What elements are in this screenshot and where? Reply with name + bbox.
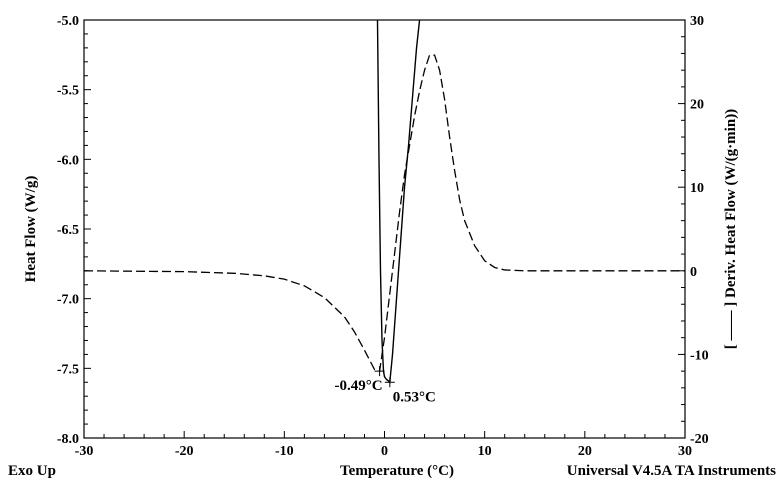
annotation-label: 0.53°C — [393, 389, 436, 405]
x-axis-label: Temperature (°C) — [340, 463, 454, 479]
y-tick-label: -5.5 — [57, 84, 79, 99]
y-tick-label: -8.0 — [57, 432, 79, 447]
annotation-label: -0.49°C — [335, 378, 383, 394]
y2-axis-label: [ —— ] Deriv. Heat Flow (W/(g·min)) — [723, 109, 739, 349]
x-tick-label: -10 — [275, 444, 294, 459]
y-axis-label: Heat Flow (W/g) — [23, 176, 39, 283]
annotations: -0.49°C 0.53°C — [335, 366, 436, 405]
y2-tick-label: 30 — [690, 14, 704, 29]
x-tick-label: -20 — [175, 444, 194, 459]
x-tick-label: -30 — [75, 444, 94, 459]
instrument-label: Universal V4.5A TA Instruments — [567, 463, 776, 479]
y-tick-label: -7.5 — [57, 362, 79, 377]
y2-tick-label: 0 — [690, 265, 697, 280]
x-tick-label: 10 — [478, 444, 492, 459]
x-tick-label: 30 — [678, 444, 692, 459]
y2-tick-label: -20 — [690, 432, 709, 447]
y-tick-label: -6.5 — [57, 223, 79, 238]
exo-up-label: Exo Up — [8, 463, 56, 479]
y-tick-label: -7.0 — [57, 293, 79, 308]
y2-tick-label: 10 — [690, 181, 704, 196]
y2-tick-label: 20 — [690, 98, 704, 113]
y-tick-label: -6.0 — [57, 153, 79, 168]
series-heat-flow-line — [376, 20, 421, 384]
y2-tick-label: -10 — [690, 348, 709, 363]
series-deriv-heat-flow-line — [84, 54, 685, 372]
x-tick-label: 0 — [381, 444, 388, 459]
y-tick-label: -5.0 — [57, 14, 79, 29]
y-axis-ticks: -8.0 -7.5 -7.0 -6.5 -6.0 -5.5 -5.0 — [57, 14, 91, 447]
x-axis-ticks: -30 -20 -10 0 10 20 30 — [75, 431, 692, 459]
x-tick-label: 20 — [578, 444, 592, 459]
y2-axis-ticks: -20 -10 0 10 20 30 — [678, 14, 709, 447]
